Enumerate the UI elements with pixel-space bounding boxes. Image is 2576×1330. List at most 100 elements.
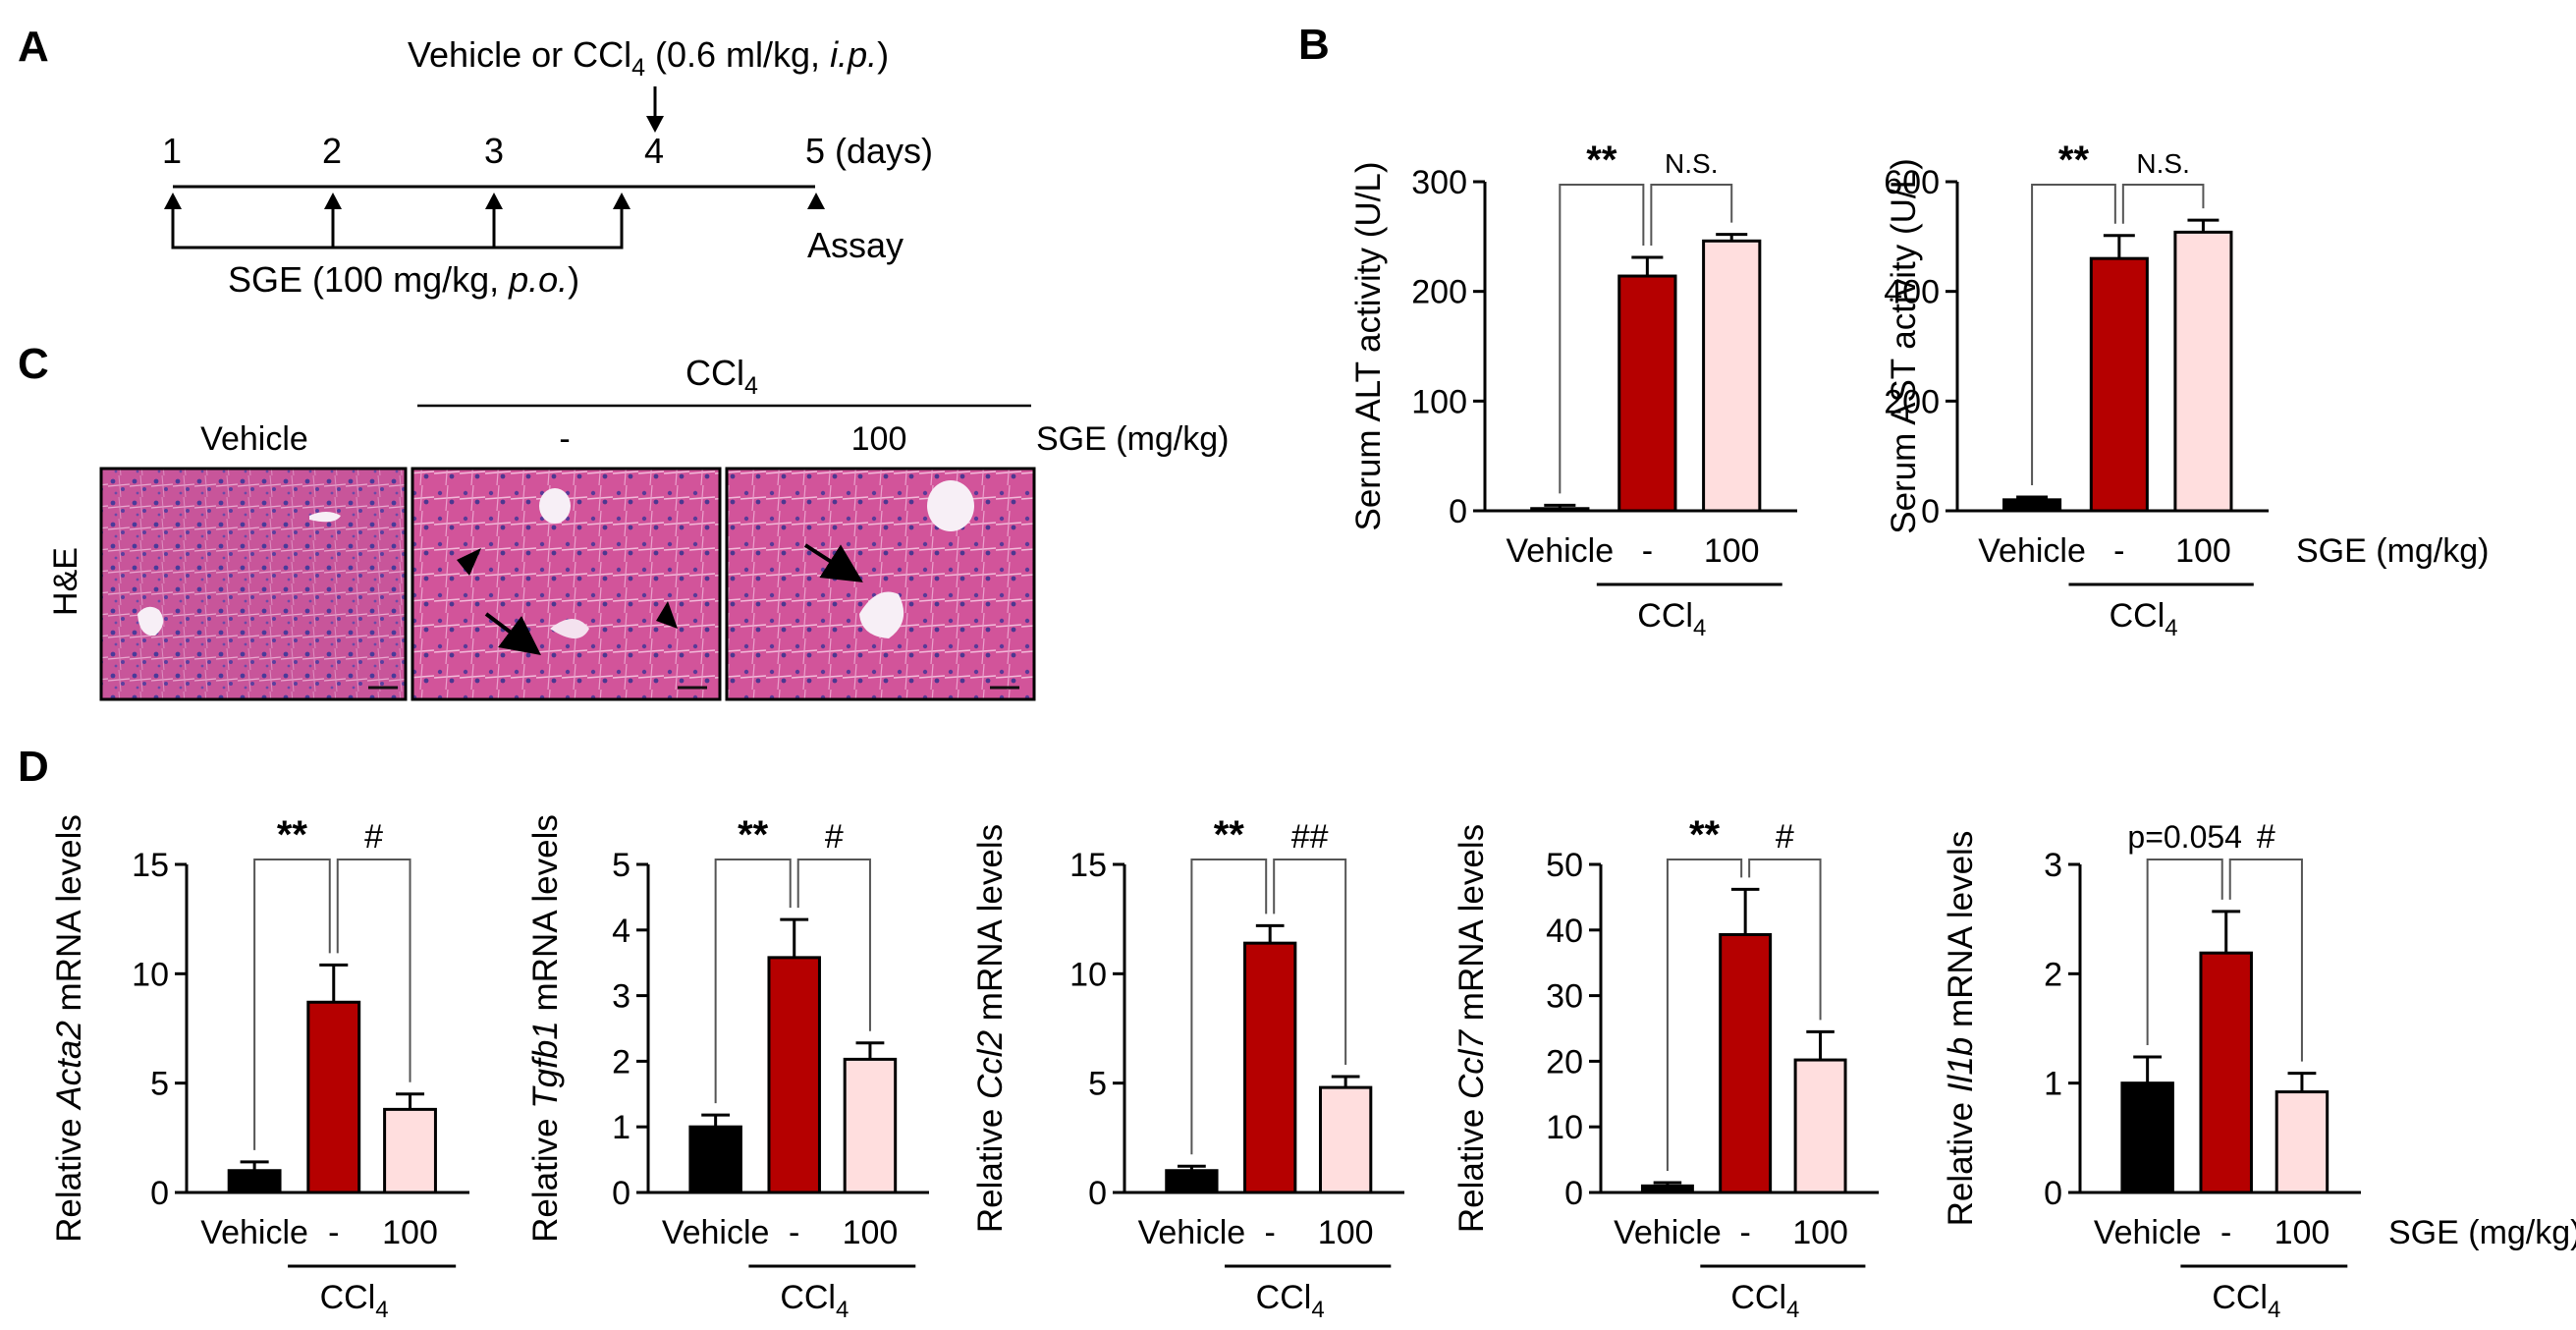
panel-c: C CCl4 Vehicle - 100 SGE (mg/kg) H&E bbox=[18, 340, 1229, 701]
y-tick-label: 600 bbox=[1884, 164, 1940, 201]
y-axis-label: Relative Acta2 mRNA levels bbox=[50, 814, 88, 1243]
significance-bracket bbox=[1666, 859, 1743, 1171]
y-tick-label: 5 bbox=[1088, 1066, 1107, 1103]
y-tick-label: 10 bbox=[132, 956, 169, 993]
treatment-arrow-head bbox=[646, 116, 664, 133]
significance-bracket bbox=[1650, 184, 1733, 247]
micrograph-ccl4 bbox=[411, 467, 722, 701]
panel-letter-b: B bbox=[1298, 21, 1330, 69]
arrow-icon bbox=[484, 612, 541, 655]
y-tick-label: 15 bbox=[132, 847, 169, 884]
y-tick-label: 1 bbox=[612, 1109, 630, 1146]
day-label-3: 3 bbox=[484, 131, 504, 171]
bar-vehicle bbox=[227, 1169, 282, 1194]
x-tick-label: - bbox=[1265, 1214, 1276, 1251]
y-tick-label: 10 bbox=[1546, 1109, 1583, 1146]
x-tick-label: Vehicle bbox=[662, 1214, 770, 1251]
panel-a: A Vehicle or CCl4 (0.6 ml/kg, i.p.) 1 2 … bbox=[18, 23, 933, 300]
x-tick-label: Vehicle bbox=[1138, 1214, 1246, 1251]
x-tick-label: 100 bbox=[843, 1214, 899, 1251]
y-tick-label: 5 bbox=[612, 847, 630, 884]
significance-bracket bbox=[1559, 184, 1645, 494]
y-axis-label: Serum AST activity (U/L) bbox=[1885, 158, 1923, 534]
chart-alt: 0 100 200 300 Serum ALT activity (U/L) Vehicl… bbox=[1349, 139, 1797, 641]
y-tick-label: 5 bbox=[150, 1066, 169, 1103]
y-tick-label: 2 bbox=[2044, 956, 2062, 993]
ccl4-group-label: CCl4 bbox=[780, 1279, 849, 1323]
micrograph-ccl4-sge bbox=[725, 467, 1036, 701]
column-label-ccl4: - bbox=[559, 420, 570, 458]
day-label-5: 5 bbox=[805, 131, 825, 171]
day-label-2: 2 bbox=[322, 131, 342, 171]
panel-b: B 0 100 200 300 Serum ALT activity (U/L) Vehi… bbox=[1298, 21, 2489, 641]
sge-dose-label: SGE (mg/kg) bbox=[1036, 420, 1229, 458]
y-tick-label: 300 bbox=[1411, 164, 1467, 201]
y-tick-label: 0 bbox=[2044, 1175, 2062, 1212]
y-tick-label: 200 bbox=[1411, 274, 1467, 311]
bar-ccl4 bbox=[1243, 941, 1297, 1194]
bar-ccl4 bbox=[306, 1000, 361, 1194]
bar-ccl4-sge bbox=[2173, 230, 2233, 513]
significance-bracket bbox=[1748, 859, 1822, 1021]
y-tick-label: 0 bbox=[1921, 493, 1940, 530]
column-label-vehicle: Vehicle bbox=[200, 420, 308, 458]
y-tick-label: 200 bbox=[1884, 383, 1940, 420]
y-tick-label: 15 bbox=[1069, 847, 1107, 884]
panel-letter-c: C bbox=[18, 340, 49, 388]
bar-ccl4-sge bbox=[843, 1057, 898, 1194]
significance-bracket bbox=[796, 859, 871, 1031]
treatment-label: Vehicle or CCl4 (0.6 ml/kg, i.p.) bbox=[408, 34, 889, 82]
significance-bracket bbox=[2146, 859, 2223, 1045]
arrow-icon bbox=[803, 543, 863, 582]
bar-vehicle bbox=[1530, 507, 1590, 513]
significance-bracket bbox=[253, 859, 331, 1150]
significance-label: ** bbox=[738, 813, 769, 857]
y-tick-label: 0 bbox=[612, 1175, 630, 1212]
x-tick-label: - bbox=[789, 1214, 799, 1251]
x-tick-label: - bbox=[2113, 532, 2124, 570]
stain-row-label: H&E bbox=[47, 547, 84, 616]
dose-markers bbox=[164, 193, 825, 209]
significance-label: p=0.054 bbox=[2127, 819, 2242, 855]
ccl4-group-label: CCl4 bbox=[685, 353, 758, 400]
y-axis-label: Relative Ccl7 mRNA levels bbox=[1452, 824, 1491, 1233]
arrowhead-icon bbox=[457, 548, 481, 576]
x-tick-label: - bbox=[2220, 1214, 2231, 1251]
bar-vehicle bbox=[2120, 1081, 2174, 1194]
bar-vehicle bbox=[1640, 1184, 1694, 1194]
bar-ccl4 bbox=[1617, 274, 1677, 513]
significance-label: ** bbox=[1214, 813, 1245, 857]
x-tick-label: Vehicle bbox=[200, 1214, 308, 1251]
significance-label: ** bbox=[2058, 139, 2090, 182]
y-tick-label: 0 bbox=[1088, 1175, 1107, 1212]
sge-dose-label: SGE (mg/kg) bbox=[2388, 1214, 2576, 1251]
ccl4-group-label: CCl4 bbox=[2110, 597, 2178, 641]
significance-bracket bbox=[336, 859, 411, 1082]
x-tick-label: Vehicle bbox=[1614, 1214, 1722, 1251]
y-tick-label: 30 bbox=[1546, 978, 1583, 1016]
ccl4-group-label: CCl4 bbox=[1256, 1279, 1325, 1323]
significance-label: # bbox=[1776, 818, 1794, 856]
y-tick-label: 2 bbox=[612, 1043, 630, 1081]
y-tick-label: 400 bbox=[1884, 274, 1940, 311]
y-tick-label: 4 bbox=[612, 913, 630, 950]
x-tick-label: Vehicle bbox=[1506, 532, 1614, 570]
bar-vehicle bbox=[1165, 1169, 1219, 1194]
x-tick-label: - bbox=[1642, 532, 1653, 570]
ccl4-group-label: CCl4 bbox=[1730, 1279, 1799, 1323]
chart-ccl7: 0 10 20 30 40 50 Relative Ccl7 mRNA levels Vehi… bbox=[1452, 813, 1879, 1323]
bar-vehicle bbox=[2002, 498, 2062, 513]
significance-label: # bbox=[825, 818, 844, 856]
ccl4-group-label: CCl4 bbox=[320, 1279, 389, 1323]
significance-label: ## bbox=[1291, 818, 1329, 856]
y-axis-label: Relative Tgfb1 mRNA levels bbox=[526, 814, 565, 1243]
bar-ccl4-sge bbox=[2275, 1090, 2329, 1194]
days-unit: (days) bbox=[835, 131, 933, 171]
y-tick-label: 10 bbox=[1069, 956, 1107, 993]
panel-letter-d: D bbox=[18, 743, 49, 791]
significance-bracket bbox=[714, 859, 792, 1104]
chart-ccl2: 0 5 10 15 Relative Ccl2 mRNA levels Vehicle - 1… bbox=[971, 813, 1404, 1323]
